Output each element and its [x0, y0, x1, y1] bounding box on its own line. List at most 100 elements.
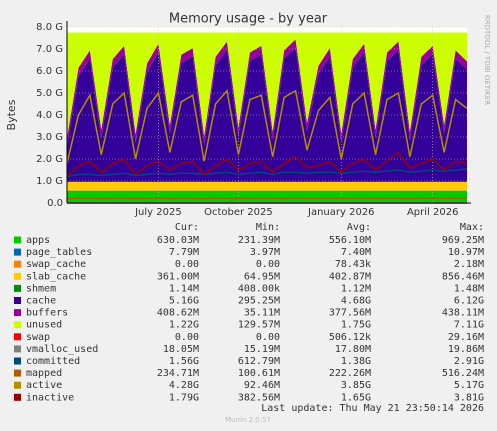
legend-stat: 408.00k: [238, 283, 280, 294]
legend-stat: 438.11M: [442, 308, 484, 319]
legend-name: cache: [26, 296, 56, 307]
legend-swatch: [14, 236, 21, 244]
y-tick-label: 0.0: [47, 198, 63, 209]
legend-stat: 402.87M: [329, 271, 371, 282]
area: [67, 47, 467, 182]
legend-name: slab_cache: [26, 271, 86, 282]
legend-stat: 2.18M: [454, 259, 484, 270]
legend-stat: 1.48M: [454, 283, 484, 294]
legend-stat: 17.80M: [335, 344, 371, 355]
legend-header: Avg:: [347, 222, 371, 233]
legend-header: Max:: [460, 222, 484, 233]
line: [66, 197, 468, 200]
legend-stat: 295.25M: [238, 296, 280, 307]
legend-stat: 1.38G: [341, 356, 371, 367]
legend-stat: 5.16G: [169, 296, 199, 307]
legend-stat: 506.12k: [329, 332, 371, 343]
legend-stat: 516.24M: [442, 368, 484, 379]
legend-name: vmalloc_used: [26, 344, 98, 355]
legend-name: mapped: [26, 368, 62, 379]
legend-name: inactive: [26, 392, 74, 403]
x-tick-label: July 2025: [134, 207, 182, 218]
legend-swatch: [14, 248, 21, 256]
legend-stat: 7.79M: [169, 247, 199, 258]
legend-stat: 15.19M: [244, 344, 280, 355]
legend-stat: 35.11M: [244, 308, 280, 319]
legend-name: unused: [26, 320, 62, 331]
legend-name: buffers: [26, 308, 68, 319]
legend-swatch: [14, 309, 21, 317]
legend-stat: 630.03M: [157, 235, 199, 246]
legend-stat: 222.26M: [329, 368, 371, 379]
last-update: Last update: Thu May 21 23:50:14 2026: [261, 403, 484, 414]
legend-stat: 92.46M: [244, 380, 280, 391]
legend-stat: 231.39M: [238, 235, 280, 246]
y-tick-label: 3.0 G: [36, 132, 63, 143]
legend-swatch: [14, 393, 21, 401]
legend-swatch: [14, 321, 21, 329]
legend-stat: 1.12M: [341, 283, 371, 294]
legend-stat: 10.97M: [448, 247, 484, 258]
legend-stat: 6.12G: [454, 296, 484, 307]
legend-stat: 377.56M: [329, 308, 371, 319]
legend-stat: 856.46M: [442, 271, 484, 282]
legend-swatch: [14, 272, 21, 280]
chart-title: Memory usage - by year: [169, 12, 328, 27]
legend-stat: 3.81G: [454, 392, 484, 403]
legend-name: shmem: [26, 283, 56, 294]
legend-stat: 64.95M: [244, 271, 280, 282]
y-tick-label: 5.0 G: [36, 88, 63, 99]
legend-stat: 0.00: [256, 332, 280, 343]
legend-stat: 1.56G: [169, 356, 199, 367]
y-tick-label: 2.0 G: [36, 154, 63, 165]
legend-name: swap_cache: [26, 259, 86, 270]
legend-stat: 100.61M: [238, 368, 280, 379]
legend-name: page_tables: [26, 247, 92, 258]
area: [67, 190, 467, 203]
x-tick-label: January 2026: [307, 207, 375, 218]
x-tick-label: October 2025: [204, 207, 273, 218]
legend-stat: 18.05M: [163, 344, 199, 355]
line: [66, 168, 468, 178]
legend-stat: 3.85G: [341, 380, 371, 391]
legend-stat: 969.25M: [442, 235, 484, 246]
legend-swatch: [14, 357, 21, 365]
legend-swatch: [14, 260, 21, 268]
y-tick-label: 7.0 G: [36, 44, 63, 55]
legend-stat: 1.79G: [169, 392, 199, 403]
legend-name: active: [26, 380, 62, 391]
y-tick-label: 8.0 G: [36, 22, 63, 33]
legend-swatch: [14, 369, 21, 377]
legend-stat: 0.00: [175, 259, 199, 270]
legend-name: committed: [26, 356, 80, 367]
legend-stat: 361.00M: [157, 271, 199, 282]
legend-stat: 4.28G: [169, 380, 199, 391]
area: [67, 181, 467, 191]
legend-stat: 382.56M: [238, 392, 280, 403]
legend-stat: 408.62M: [157, 308, 199, 319]
legend-swatch: [14, 333, 21, 341]
legend-stat: 7.40M: [341, 247, 371, 258]
legend-swatch: [14, 345, 21, 353]
legend-swatch: [14, 381, 21, 389]
footer: Munin 2.0.57: [225, 416, 271, 424]
legend-stat: 5.17G: [454, 380, 484, 391]
line: [66, 89, 468, 164]
legend-stat: 0.00: [175, 332, 199, 343]
legend-header: Cur:: [175, 222, 199, 233]
legend-stat: 129.57M: [238, 320, 280, 331]
legend-stat: 556.10M: [329, 235, 371, 246]
legend-stat: 3.97M: [250, 247, 280, 258]
legend-stat: 29.16M: [448, 332, 484, 343]
y-axis-label: Bytes: [5, 99, 18, 130]
y-tick-label: 1.0 G: [36, 176, 63, 187]
legend-stat: 4.68G: [341, 296, 371, 307]
legend-stat: 7.11G: [454, 320, 484, 331]
legend-stat: 612.79M: [238, 356, 280, 367]
legend-stat: 1.14M: [169, 283, 199, 294]
legend-swatch: [14, 297, 21, 304]
legend-swatch: [14, 284, 21, 292]
legend-name: swap: [26, 332, 50, 343]
side-text: RRDTOOL / TOBI OETIKER: [483, 15, 491, 105]
